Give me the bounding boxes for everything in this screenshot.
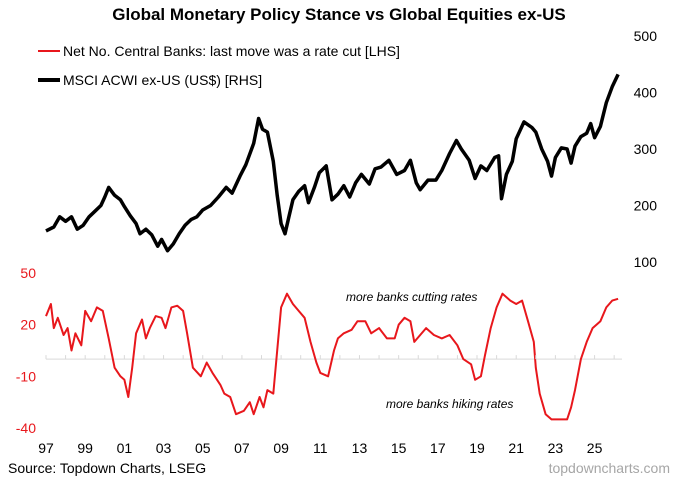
x-tick-label: 11 [313,440,328,456]
x-tick-label: 07 [234,440,250,456]
x-tick-label: 23 [548,440,564,456]
x-tick-label: 99 [77,440,93,456]
x-tick-label: 19 [469,440,485,456]
right-tick-label: 200 [634,198,658,214]
legend-label-black: MSCI ACWI ex-US (US$) [RHS] [63,72,262,88]
left-tick-label: 20 [20,317,36,333]
x-tick-label: 01 [117,440,133,456]
x-tick-label: 25 [587,440,603,456]
x-tick-label: 05 [195,440,211,456]
left-tick-label: -40 [16,420,36,436]
right-tick-label: 500 [634,28,658,44]
series-line-msci-acwi-ex-us [45,73,620,253]
right-axis: 500 400 300 200 100 [634,28,658,270]
x-tick-label: 03 [156,440,172,456]
x-tick-label: 21 [508,440,524,456]
source-note: Source: Topdown Charts, LSEG [8,460,206,476]
x-tick-label: 15 [391,440,407,456]
x-tick-label: 17 [430,440,446,456]
right-tick-label: 300 [634,141,658,157]
annotation-hiking: more banks hiking rates [386,397,513,411]
x-tick-label: 13 [352,440,368,456]
x-axis: 97 99 01 03 05 07 09 11 13 15 17 19 21 23 25 [38,355,615,456]
left-tick-label: -10 [16,368,36,384]
legend: Net No. Central Banks: last move was a r… [38,43,400,88]
x-tick-label: 97 [38,440,54,456]
right-tick-label: 400 [634,85,658,101]
series-line-net-central-banks [45,292,619,421]
chart-title: Global Monetary Policy Stance vs Global … [112,5,565,24]
annotation-cutting: more banks cutting rates [346,290,477,304]
right-tick-label: 100 [634,254,658,270]
left-axis: 50 20 -10 -40 [16,265,36,436]
brand-watermark: topdowncharts.com [549,460,670,476]
x-tick-label: 09 [273,440,289,456]
legend-label-red: Net No. Central Banks: last move was a r… [63,43,400,59]
left-tick-label: 50 [20,265,36,281]
